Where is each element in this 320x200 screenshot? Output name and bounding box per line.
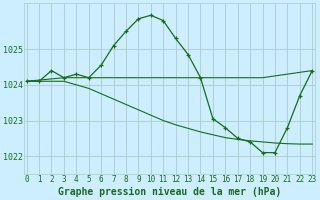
X-axis label: Graphe pression niveau de la mer (hPa): Graphe pression niveau de la mer (hPa) xyxy=(58,187,281,197)
